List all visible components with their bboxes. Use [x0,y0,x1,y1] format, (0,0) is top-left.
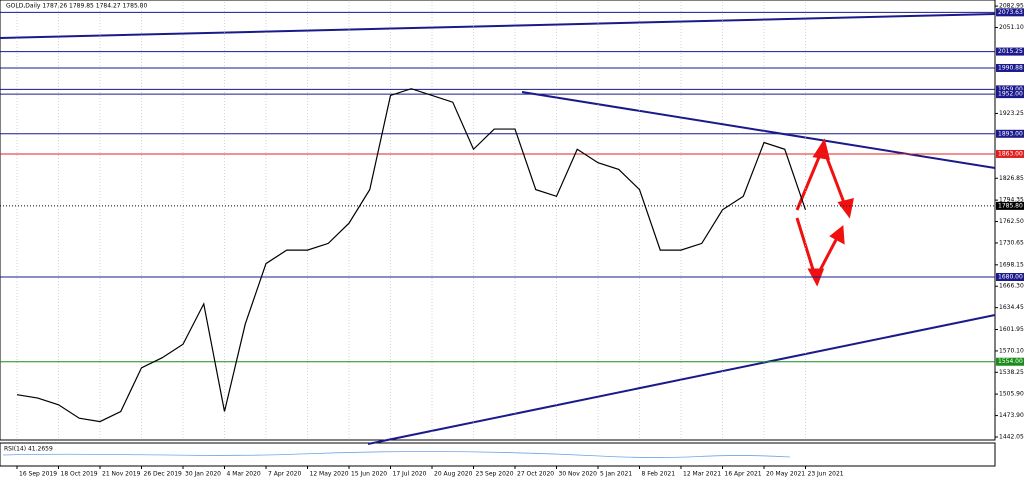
level-tag [996,85,1024,94]
rsi-frame [0,442,996,467]
y-tick-label: 1442.05 [999,434,1024,441]
level-label: 1893.00 [998,130,1023,137]
level-tag [996,90,1024,99]
x-tick-label: 4 Mar 2020 [227,471,261,478]
x-tick-label: 17 Jul 2020 [393,471,427,478]
y-tick-label: 2051.10 [999,24,1024,31]
arrow [822,149,848,209]
arrowhead [829,225,845,245]
level-label: 2073.63 [998,9,1023,16]
arrow [795,149,824,211]
level-tag [996,47,1024,56]
level-label: 1554.00 [998,358,1023,365]
y-tick-label: 2082.95 [999,3,1024,10]
x-tick-label: 23 Jun 2021 [808,471,844,478]
x-tick-label: 5 Jan 2021 [600,471,632,478]
y-tick-label: 1923.25 [999,110,1024,117]
trendline-resistance [521,91,996,169]
rsi-title: RSI(14) 41.2659 [4,446,53,453]
level-label: 1680.00 [998,274,1023,281]
y-tick-label: 1762.50 [999,218,1024,225]
x-tick-label: 12 Mar 2021 [683,471,721,478]
chart-header: GOLD,Daily 1787.26 1789.85 1784.27 1785.… [6,3,147,10]
y-tick-label: 1473.90 [999,412,1024,419]
x-tick-label: 18 Oct 2019 [61,471,98,478]
y-tick-label: 1538.25 [999,369,1024,376]
y-tick-label: 1826.85 [999,175,1024,182]
level-label: 1785.80 [998,202,1023,209]
level-tag [996,201,1024,210]
x-tick-label: 27 Oct 2020 [517,471,554,478]
y-tick-label: 1666.30 [999,283,1024,290]
x-tick-label: 16 Sep 2019 [19,471,57,478]
projection-arrows [795,138,854,287]
x-tick-label: 12 May 2020 [310,471,349,478]
x-tick-label: 15 Jun 2020 [351,471,387,478]
plot-frame [0,0,996,441]
x-tick-label: 20 Aug 2020 [434,471,473,478]
trendline-upper [0,13,996,39]
y-tick-label: 1634.45 [999,304,1024,311]
y-tick-label: 1570.10 [999,347,1024,354]
x-tick-label: 23 Sep 2020 [476,471,514,478]
level-tag [996,149,1024,158]
level-tag [996,8,1024,17]
price-line [16,88,807,423]
arrow [795,217,817,277]
x-tick-label: 16 Apr 2021 [725,471,762,478]
y-tick-label: 1601.95 [999,326,1024,333]
level-label: 1990.88 [998,64,1023,71]
rsi-line [2,451,791,458]
level-label: 2015.25 [998,48,1023,55]
level-tag [996,357,1024,366]
level-tag [996,129,1024,138]
x-tick-label: 26 Dec 2019 [144,471,183,478]
trendline-support [367,314,996,445]
y-tick-label: 1505.90 [999,391,1024,398]
x-tick-label: 8 Feb 2021 [642,471,676,478]
x-tick-label: 30 Nov 2020 [559,471,598,478]
level-tag [996,273,1024,282]
x-tick-label: 7 Apr 2020 [268,471,301,478]
y-tick-label: 1698.15 [999,261,1024,268]
level-tag [996,63,1024,72]
x-tick-label: 30 Jan 2020 [185,471,221,478]
level-label: 1959.00 [998,86,1023,93]
level-label: 1863.00 [998,150,1023,157]
arrowhead [837,197,854,219]
x-tick-label: 20 May 2021 [766,471,805,478]
y-tick-label: 1730.65 [999,239,1024,246]
arrow [815,235,840,277]
x-tick-label: 21 Nov 2019 [102,471,141,478]
y-tick-label: 1794.35 [999,197,1024,204]
level-label: 1952.00 [998,91,1023,98]
